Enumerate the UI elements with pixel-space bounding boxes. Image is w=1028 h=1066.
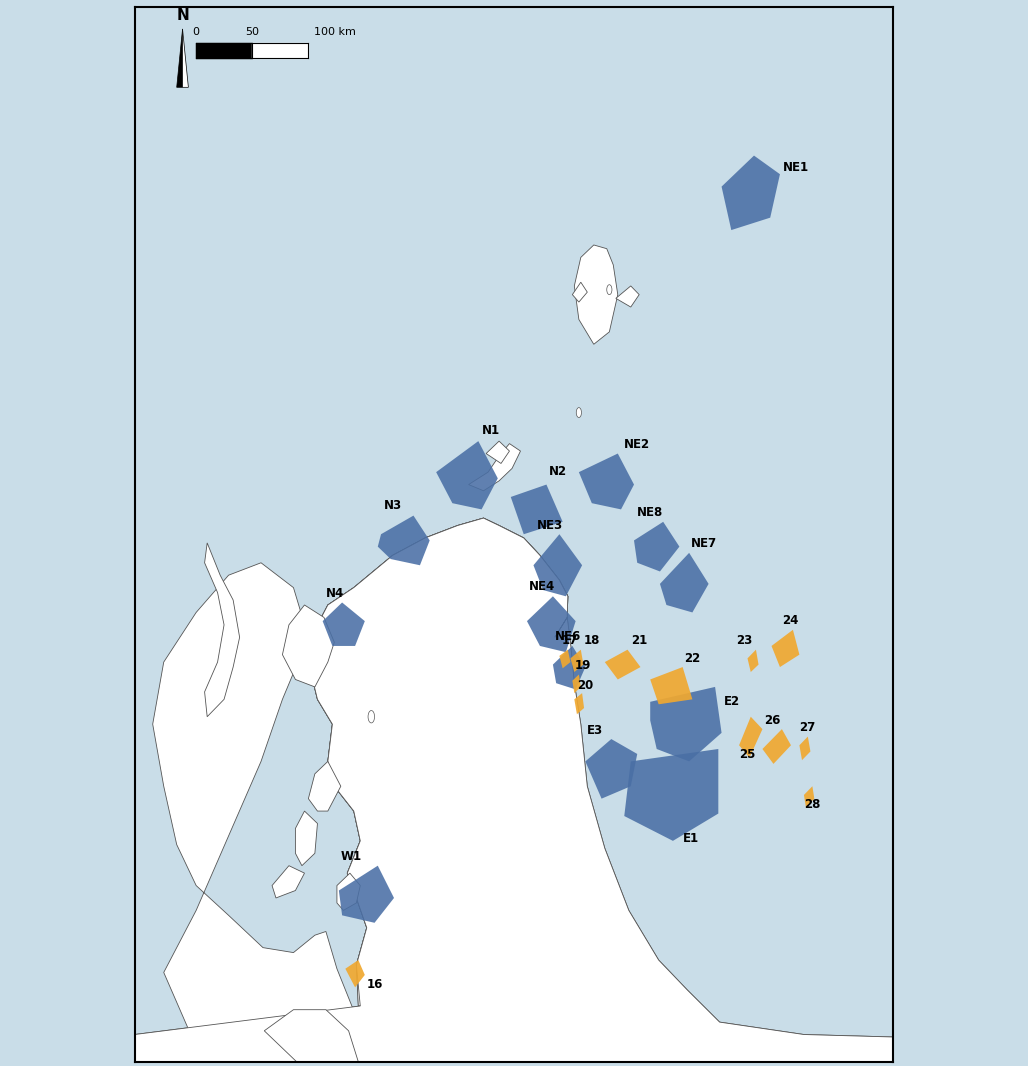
Polygon shape	[486, 441, 510, 464]
Text: N: N	[176, 7, 189, 22]
Polygon shape	[377, 516, 430, 565]
Polygon shape	[624, 749, 719, 841]
Polygon shape	[264, 1010, 359, 1062]
Polygon shape	[722, 156, 780, 230]
Polygon shape	[651, 667, 693, 705]
Polygon shape	[634, 522, 680, 571]
Polygon shape	[739, 716, 763, 758]
Polygon shape	[585, 739, 637, 798]
Circle shape	[607, 285, 612, 294]
Text: 0: 0	[192, 27, 199, 37]
Polygon shape	[559, 649, 571, 668]
Polygon shape	[616, 286, 639, 307]
Polygon shape	[651, 687, 722, 761]
Text: E1: E1	[683, 831, 699, 844]
Polygon shape	[308, 761, 341, 811]
Text: N1: N1	[481, 424, 500, 437]
Text: 16: 16	[367, 979, 383, 991]
Text: E2: E2	[724, 695, 739, 708]
Text: NE3: NE3	[537, 519, 562, 532]
Text: NE6: NE6	[555, 630, 581, 644]
Text: 50: 50	[245, 27, 259, 37]
Text: NE7: NE7	[691, 537, 718, 550]
Polygon shape	[527, 596, 576, 652]
Polygon shape	[308, 518, 567, 1006]
Polygon shape	[308, 518, 567, 1006]
Polygon shape	[534, 534, 582, 596]
Polygon shape	[573, 282, 587, 302]
Polygon shape	[763, 729, 791, 764]
Polygon shape	[345, 960, 365, 987]
Polygon shape	[573, 675, 581, 693]
Polygon shape	[295, 811, 318, 866]
Text: 27: 27	[800, 721, 815, 734]
Text: 100 km: 100 km	[315, 27, 356, 37]
Text: 24: 24	[782, 614, 799, 627]
Polygon shape	[800, 737, 810, 760]
Text: 25: 25	[739, 748, 756, 761]
Polygon shape	[747, 649, 759, 672]
Polygon shape	[283, 605, 334, 687]
Text: 22: 22	[685, 651, 701, 664]
Text: 28: 28	[804, 798, 820, 811]
Text: W1: W1	[341, 851, 362, 863]
Text: NE8: NE8	[637, 506, 663, 519]
Text: 23: 23	[736, 634, 752, 647]
Text: 17: 17	[561, 634, 578, 647]
Polygon shape	[553, 646, 585, 690]
Polygon shape	[579, 453, 634, 510]
Text: 18: 18	[584, 634, 599, 647]
Text: NE2: NE2	[624, 438, 651, 451]
Text: N2: N2	[548, 466, 566, 479]
Text: NE1: NE1	[783, 161, 809, 174]
Text: 20: 20	[577, 679, 593, 692]
Polygon shape	[575, 245, 618, 344]
Text: 26: 26	[764, 713, 780, 727]
Polygon shape	[205, 543, 240, 716]
Text: E3: E3	[587, 724, 603, 737]
Polygon shape	[323, 602, 365, 646]
Polygon shape	[337, 873, 360, 910]
Polygon shape	[135, 518, 893, 1062]
Polygon shape	[469, 443, 520, 490]
Polygon shape	[571, 649, 584, 672]
Polygon shape	[153, 563, 359, 1062]
Polygon shape	[771, 630, 800, 667]
Polygon shape	[177, 29, 183, 87]
Polygon shape	[272, 866, 304, 898]
Text: 21: 21	[631, 634, 647, 647]
Text: NE4: NE4	[529, 580, 555, 593]
Polygon shape	[804, 787, 814, 807]
Polygon shape	[339, 866, 394, 923]
Polygon shape	[436, 441, 498, 510]
Text: N4: N4	[326, 587, 344, 600]
Polygon shape	[575, 693, 584, 714]
Polygon shape	[604, 649, 640, 679]
Text: 19: 19	[575, 659, 591, 672]
Polygon shape	[511, 485, 562, 534]
Polygon shape	[660, 553, 708, 613]
Polygon shape	[135, 518, 893, 1062]
Circle shape	[368, 711, 374, 723]
Circle shape	[577, 407, 582, 418]
Text: N3: N3	[384, 499, 402, 512]
Polygon shape	[183, 29, 188, 87]
